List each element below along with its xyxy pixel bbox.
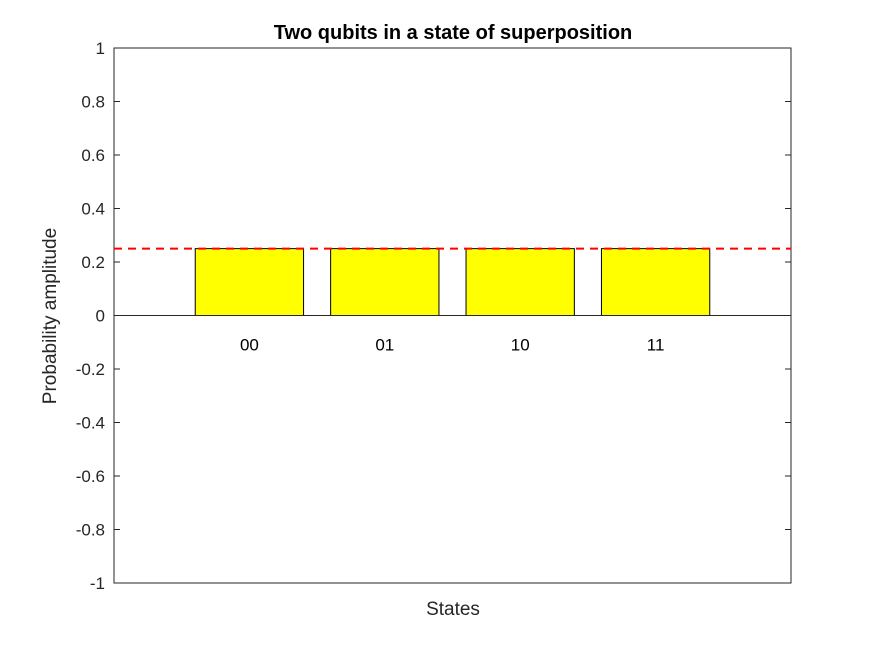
plot-area: 1 0.8 0.6 0.4 0.2 0 -0.2 -0.4 -0.6 -0.8 -1 00 01 10 11	[76, 39, 792, 593]
category-label-11: 11	[647, 336, 665, 355]
y-tick-label: 0	[96, 307, 105, 326]
category-label-10: 10	[511, 336, 530, 355]
y-tick-label: -0.4	[76, 414, 105, 433]
bar-10	[465, 248, 575, 316]
bar-01	[330, 248, 440, 316]
bar-11	[600, 248, 711, 316]
x-axis-label: States	[426, 599, 480, 620]
y-tick-label: -1	[90, 574, 105, 593]
y-tick-label: 0.6	[81, 146, 105, 165]
bar-00	[194, 248, 305, 316]
y-tick-label: 0.8	[81, 93, 105, 112]
y-tick-label: 1	[96, 39, 105, 58]
y-tick-label: -0.6	[76, 467, 105, 486]
y-tick-label: -0.2	[76, 360, 105, 379]
y-axis-label: Probability amplitude	[40, 228, 61, 404]
y-tick-label: 0.2	[81, 253, 105, 272]
y-tick-label: 0.4	[81, 200, 105, 219]
y-tick-label: -0.8	[76, 521, 105, 540]
category-label-01: 01	[375, 336, 394, 355]
chart-title: Two qubits in a state of superposition	[274, 22, 633, 44]
category-label-00: 00	[240, 336, 259, 355]
